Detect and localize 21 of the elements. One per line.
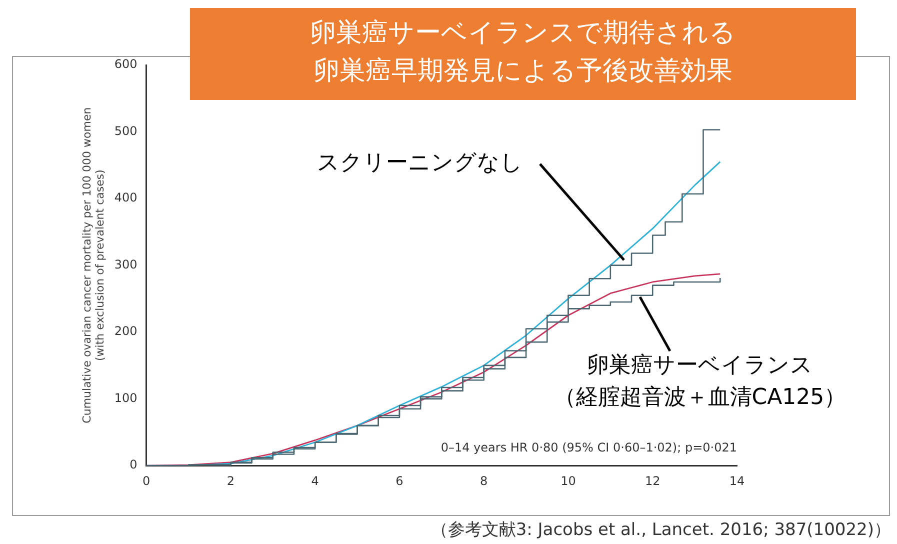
x-tick-label: 6: [396, 474, 404, 488]
x-tick-label: 0: [142, 474, 150, 488]
x-tick-label: 10: [560, 474, 576, 488]
y-tick-label: 200: [114, 324, 138, 338]
y-tick-label: 500: [114, 124, 138, 138]
chart-title: 卵巣癌サーベイランスで期待される卵巣癌早期発見による予後改善効果: [309, 17, 737, 88]
y-tick-label: 600: [114, 57, 138, 72]
text: （参考文献3: Jacobs et al., Lancet. 2016; 387(10022)）: [430, 519, 891, 541]
annotation: 0–14 years HR 0·80 (95% CI 0·60–1·02); p=0·021: [440, 440, 737, 455]
annotation: 卵巣癌サーベイランス（経腟超音波＋血清CA125）: [554, 353, 846, 410]
annotation: スクリーニングなし: [317, 150, 524, 176]
x-tick-label: 12: [644, 474, 660, 488]
y-tick-label: 0: [130, 458, 138, 472]
x-tick-label: 2: [226, 474, 235, 488]
x-tick-label: 4: [311, 474, 319, 488]
y-tick-label: 400: [114, 190, 138, 205]
x-tick-label: 8: [480, 474, 488, 488]
y-tick-label: 300: [114, 257, 138, 272]
x-tick-label: 14: [729, 474, 745, 488]
y-axis-title: Cumulative ovarian cancer mortality per 100 000 women (with exclusion of prevalent cases): [80, 107, 107, 424]
y-tick-label: 100: [114, 390, 138, 405]
